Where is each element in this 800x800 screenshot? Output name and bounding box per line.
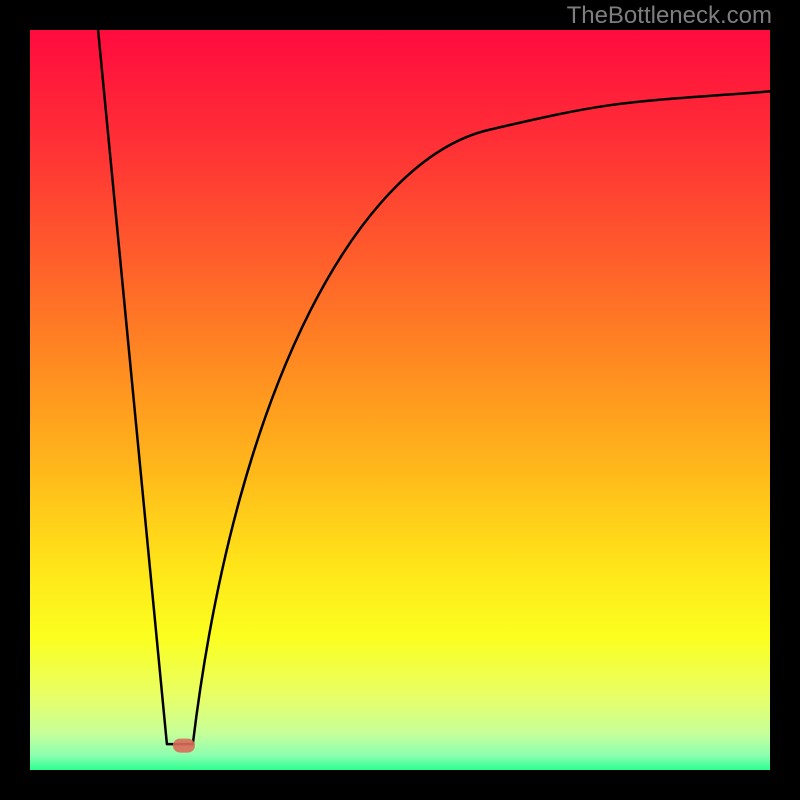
watermark-text: TheBottleneck.com xyxy=(567,2,772,30)
optimal-point-marker xyxy=(173,739,195,753)
plot-background xyxy=(30,30,770,770)
chart-container: TheBottleneck.com xyxy=(0,0,800,800)
bottleneck-chart xyxy=(0,0,800,800)
